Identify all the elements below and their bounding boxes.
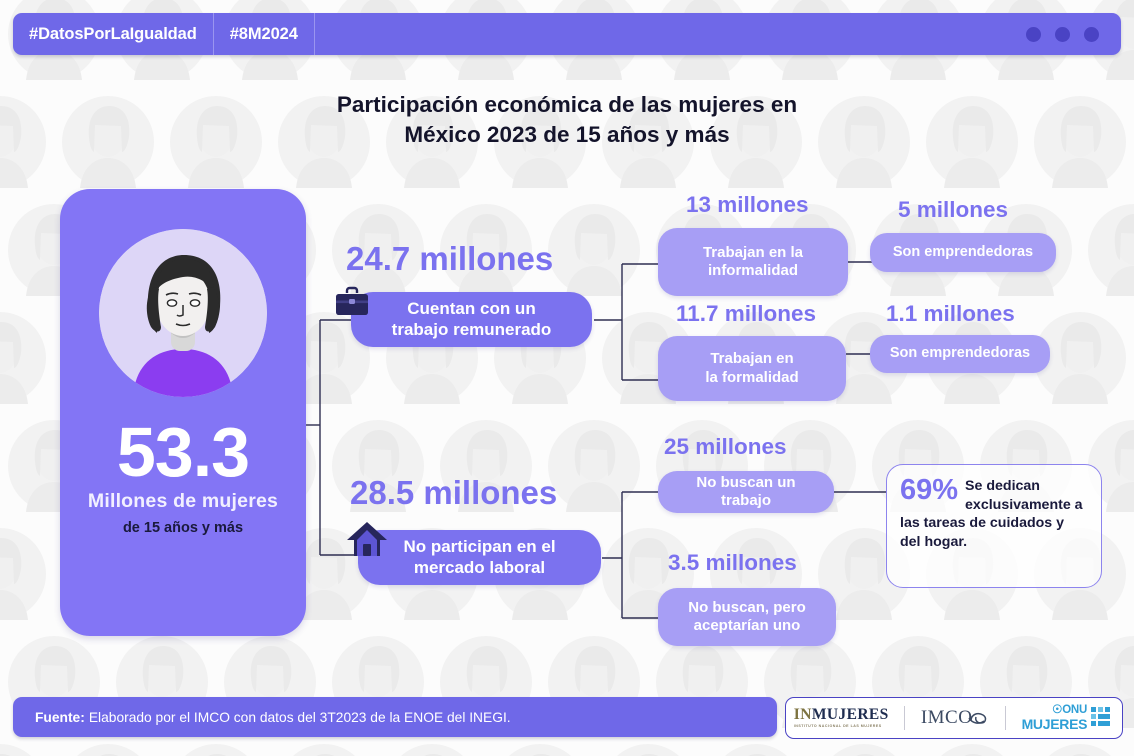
employed-number: 24.7 millones [346, 240, 554, 277]
title-line-2: México 2023 de 15 años y más [404, 122, 730, 147]
formality-label-line-2: la formalidad [705, 368, 799, 386]
formality-entrepreneurs-pill: Son emprendedoras [870, 335, 1050, 373]
not-participating-label-line-1: No participan en el [403, 536, 556, 556]
informality-label-line-1: Trabajan en la [702, 243, 804, 261]
not-seeking-label-line-1: No buscan un [696, 473, 796, 491]
watermark-avatar-icon [162, 736, 270, 756]
not-seeking-number: 25 millones [664, 434, 787, 459]
watermark-avatar-icon [486, 736, 594, 756]
source-label: Fuente: [35, 709, 85, 725]
inmujeres-logo-main: MUJERES [811, 705, 889, 723]
not-participating-pill: No participan en el mercado laboral [358, 530, 601, 585]
informality-label-line-2: informalidad [707, 262, 798, 279]
informality-number: 13 millones [686, 192, 809, 217]
source-footer: Fuente: Elaborado por el IMCO con datos … [13, 697, 777, 737]
care-work-callout: 69% Se dedican exclusivamente a las tare… [886, 464, 1102, 588]
page-title: Participación económica de las mujeres e… [0, 90, 1134, 150]
watermark-avatar-icon [0, 736, 54, 756]
title-line-1: Participación económica de las mujeres e… [336, 92, 798, 117]
not-seeking-label-line-2: trabajo [720, 492, 771, 509]
inmujeres-logo-subtitle: INSTITUTO NACIONAL DE LAS MUJERES [793, 724, 882, 729]
onu-mujeres-mark-icon [1091, 707, 1111, 726]
watermark-avatar-icon [378, 736, 486, 756]
would-accept-label-line-1: No buscan, pero [688, 598, 806, 616]
header-bar: #DatosPorLaIgualdad #8M2024 [13, 13, 1121, 55]
hero-caption: de 15 años y más [122, 520, 244, 536]
informality-pill: Trabajan en la informalidad [658, 228, 848, 296]
imco-swirl-icon [968, 712, 987, 724]
header-dot-2 [1055, 26, 1070, 42]
header-dot-3 [1084, 26, 1099, 42]
woman-avatar-icon [99, 229, 267, 397]
hero-number: 53.3 [116, 413, 250, 491]
onu-logo-line-1: ONU [1062, 703, 1088, 716]
hero-total-card: 53.3 Millones de mujeres de 15 años y má… [60, 189, 306, 636]
onu-mujeres-logo: ☉ONU MUJERES [1021, 703, 1115, 733]
hashtag-tag-1[interactable]: #DatosPorLaIgualdad [13, 13, 214, 55]
watermark-avatar-icon [270, 736, 378, 756]
watermark-avatar-icon [54, 736, 162, 756]
house-icon [346, 520, 388, 563]
hashtag-tag-2[interactable]: #8M2024 [214, 13, 315, 55]
employed-label-line-2: trabajo remunerado [391, 319, 552, 339]
not-seeking-pill: No buscan un trabajo [658, 471, 834, 513]
watermark-avatar-icon [1026, 736, 1134, 756]
onu-logo-line-2: MUJERES [1021, 716, 1088, 733]
would-accept-pill: No buscan, pero aceptarían uno [658, 588, 836, 646]
informality-entrepreneurs-pill: Son emprendedoras [870, 233, 1056, 272]
watermark-avatar-icon [1080, 196, 1134, 304]
header-dots-group [1026, 13, 1121, 55]
logo-bar: INMUJERES INSTITUTO NACIONAL DE LAS MUJE… [785, 697, 1123, 739]
employed-pill: Cuentan con un trabajo remunerado [351, 292, 592, 347]
watermark-avatar-icon [540, 196, 648, 304]
callout-percent: 69% [900, 474, 959, 506]
logo-divider-1 [904, 706, 906, 730]
imco-logo-text: IMCO [920, 707, 973, 728]
onu-emblem-icon: ☉ [1052, 703, 1063, 716]
formality-entrepreneurs-number: 1.1 millones [886, 301, 1015, 326]
would-accept-number: 3.5 millones [668, 550, 797, 575]
source-text: Elaborado por el IMCO con datos del 3T20… [88, 709, 511, 725]
inmujeres-logo-prefix: IN [793, 705, 812, 723]
formality-label-line-1: Trabajan en [710, 350, 794, 368]
briefcase-icon [334, 286, 370, 325]
would-accept-label-line-2: aceptarían uno [693, 617, 801, 634]
formality-number: 11.7 millones [676, 301, 817, 326]
informality-entrepreneurs-number: 5 millones [898, 197, 1009, 222]
inmujeres-logo: INMUJERES INSTITUTO NACIONAL DE LAS MUJE… [794, 707, 889, 729]
watermark-avatar-icon [918, 736, 1026, 756]
watermark-avatar-icon [594, 736, 702, 756]
not-participating-label-line-2: mercado laboral [413, 557, 546, 577]
watermark-avatar-icon [702, 736, 810, 756]
watermark-avatar-icon [0, 520, 54, 628]
logo-divider-2 [1005, 706, 1006, 730]
formality-pill: Trabajan en la formalidad [658, 336, 846, 401]
watermark-avatar-icon [0, 304, 54, 412]
imco-logo: IMCO [921, 707, 990, 729]
watermark-avatar-icon [810, 736, 918, 756]
not-participating-number: 28.5 millones [350, 474, 558, 511]
header-dot-1 [1026, 26, 1041, 42]
hero-subtitle: Millones de mujeres [87, 490, 279, 512]
header-spacer [315, 13, 1026, 55]
employed-label-line-1: Cuentan con un [407, 298, 536, 318]
